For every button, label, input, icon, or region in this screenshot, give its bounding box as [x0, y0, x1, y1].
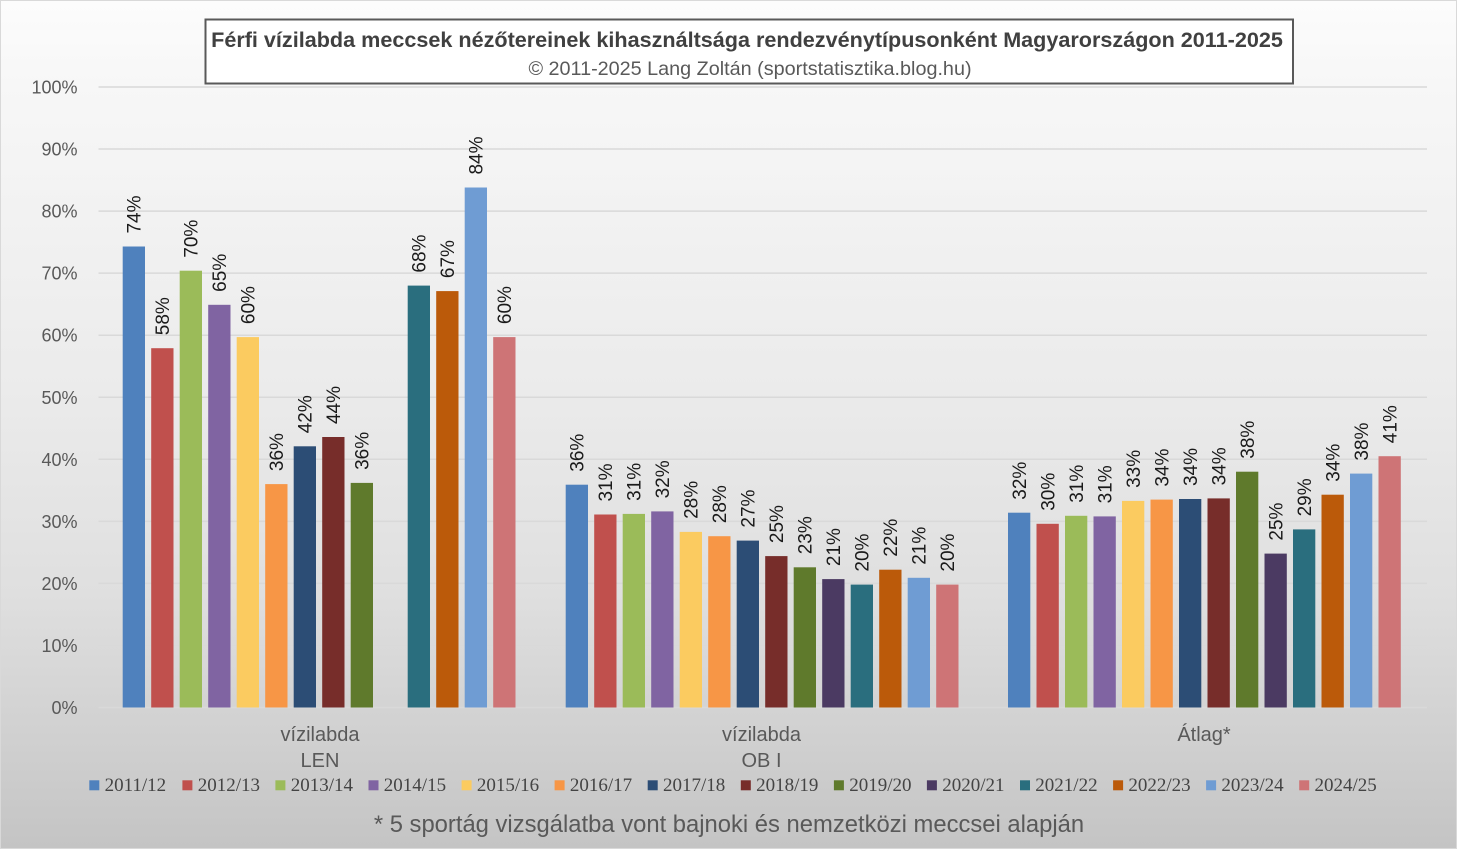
svg-text:29%: 29% [1295, 478, 1316, 516]
svg-text:2017/18: 2017/18 [663, 775, 725, 796]
svg-text:33%: 33% [1124, 450, 1145, 488]
svg-text:2022/23: 2022/23 [1128, 775, 1190, 796]
svg-text:2023/24: 2023/24 [1221, 775, 1284, 796]
svg-text:30%: 30% [1039, 473, 1060, 511]
svg-text:31%: 31% [1096, 465, 1117, 503]
svg-text:74%: 74% [125, 195, 146, 233]
svg-text:0%: 0% [51, 698, 77, 718]
svg-text:20%: 20% [853, 533, 874, 571]
svg-text:2012/13: 2012/13 [198, 775, 260, 796]
svg-text:38%: 38% [1238, 421, 1259, 459]
svg-text:25%: 25% [767, 505, 788, 543]
svg-text:OB I: OB I [741, 750, 781, 772]
svg-text:2016/17: 2016/17 [570, 775, 632, 796]
svg-text:21%: 21% [910, 527, 931, 565]
svg-text:25%: 25% [1267, 502, 1288, 540]
svg-text:42%: 42% [296, 395, 317, 433]
svg-text:70%: 70% [41, 264, 77, 284]
svg-text:67%: 67% [438, 240, 459, 278]
svg-text:70%: 70% [182, 220, 203, 258]
svg-text:30%: 30% [41, 512, 77, 532]
svg-text:vízilabda: vízilabda [722, 724, 802, 746]
svg-text:28%: 28% [710, 485, 731, 523]
svg-text:© 2011-2025 Lang Zoltán (sport: © 2011-2025 Lang Zoltán (sportstatisztik… [528, 58, 971, 80]
svg-text:60%: 60% [495, 286, 516, 324]
svg-text:32%: 32% [653, 460, 674, 498]
svg-text:22%: 22% [881, 519, 902, 557]
svg-text:2014/15: 2014/15 [384, 775, 446, 796]
svg-text:34%: 34% [1210, 447, 1231, 485]
svg-text:34%: 34% [1153, 448, 1174, 486]
svg-text:2018/19: 2018/19 [756, 775, 818, 796]
svg-text:34%: 34% [1324, 444, 1345, 482]
svg-text:36%: 36% [568, 434, 589, 472]
svg-text:31%: 31% [596, 463, 617, 501]
svg-text:2020/21: 2020/21 [942, 775, 1004, 796]
svg-text:40%: 40% [41, 450, 77, 470]
svg-text:36%: 36% [267, 433, 288, 471]
svg-text:Átlag*: Átlag* [1177, 723, 1231, 746]
svg-text:50%: 50% [41, 388, 77, 408]
svg-text:2024/25: 2024/25 [1315, 775, 1377, 796]
svg-text:27%: 27% [739, 489, 760, 527]
svg-text:90%: 90% [41, 140, 77, 160]
svg-text:60%: 60% [41, 326, 77, 346]
svg-text:2015/16: 2015/16 [477, 775, 539, 796]
svg-text:31%: 31% [1067, 465, 1088, 503]
svg-text:2011/12: 2011/12 [105, 775, 167, 796]
svg-text:20%: 20% [41, 574, 77, 594]
svg-text:2019/20: 2019/20 [849, 775, 911, 796]
svg-text:23%: 23% [796, 516, 817, 554]
svg-text:Férfi vízilabda meccsek nézőte: Férfi vízilabda meccsek nézőtereinek kih… [211, 27, 1283, 52]
svg-text:32%: 32% [1010, 462, 1031, 500]
svg-text:65%: 65% [210, 254, 231, 292]
svg-text:34%: 34% [1181, 448, 1202, 486]
svg-text:20%: 20% [938, 533, 959, 571]
svg-text:2013/14: 2013/14 [291, 775, 354, 796]
svg-text:28%: 28% [682, 481, 703, 519]
svg-text:2021/22: 2021/22 [1035, 775, 1097, 796]
svg-text:41%: 41% [1381, 405, 1402, 443]
svg-text:38%: 38% [1352, 422, 1373, 460]
svg-text:LEN: LEN [301, 750, 340, 772]
svg-text:80%: 80% [41, 202, 77, 222]
svg-text:44%: 44% [324, 386, 345, 424]
svg-text:58%: 58% [153, 297, 174, 335]
svg-text:10%: 10% [41, 636, 77, 656]
svg-text:100%: 100% [31, 78, 77, 98]
svg-text:84%: 84% [467, 136, 488, 174]
svg-text:21%: 21% [824, 528, 845, 566]
svg-text:vízilabda: vízilabda [281, 724, 361, 746]
svg-text:31%: 31% [625, 463, 646, 501]
svg-text:60%: 60% [239, 286, 260, 324]
svg-text:* 5 sportág vizsgálatba vont b: * 5 sportág vizsgálatba vont bajnoki és … [374, 811, 1084, 838]
svg-text:68%: 68% [410, 234, 431, 272]
svg-text:36%: 36% [353, 432, 374, 470]
